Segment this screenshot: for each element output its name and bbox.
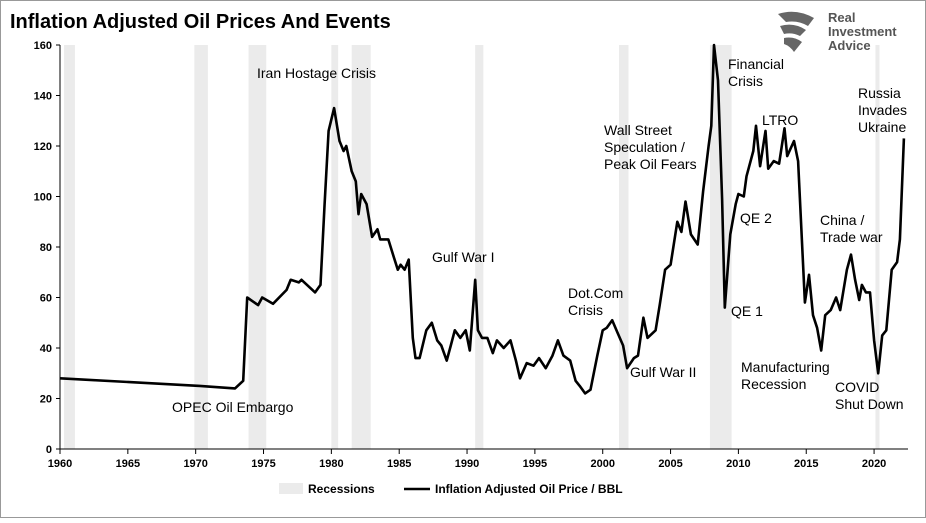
price-line <box>59 43 906 395</box>
logo: Real Investment Advice <box>778 10 897 53</box>
annotation: Financial <box>728 56 784 72</box>
annotation: Trade war <box>820 229 883 245</box>
y-tick-label: 100 <box>34 192 52 204</box>
y-tick-label: 140 <box>34 91 52 103</box>
annotation: QE 1 <box>731 303 763 319</box>
recession-band <box>64 45 75 449</box>
recession-band <box>248 45 267 449</box>
y-tick-label: 40 <box>40 343 52 355</box>
x-tick-label: 1995 <box>523 458 547 470</box>
y-tick-label: 160 <box>34 40 52 52</box>
logo-text: Advice <box>828 38 871 53</box>
annotation: QE 2 <box>740 210 772 226</box>
annotation: Recession <box>741 376 806 392</box>
annotation: Ukraine <box>858 119 906 135</box>
logo-icon <box>778 11 814 52</box>
annotation: Speculation / <box>604 139 685 155</box>
annotation: OPEC Oil Embargo <box>172 399 294 415</box>
x-tick-label: 1990 <box>455 458 479 470</box>
chart-title: Inflation Adjusted Oil Prices And Events <box>10 11 391 33</box>
annotation: Gulf War II <box>630 364 696 380</box>
x-tick-label: 1980 <box>319 458 343 470</box>
annotation: Russia <box>858 85 901 101</box>
y-tick-label: 120 <box>34 141 52 153</box>
annotation: COVID <box>835 379 879 395</box>
recession-band <box>194 45 208 449</box>
y-tick-label: 20 <box>40 394 52 406</box>
legend-swatch <box>279 483 303 494</box>
logo-text: Real <box>828 10 855 25</box>
annotation: Wall Street <box>604 122 672 138</box>
recession-band <box>709 45 732 449</box>
x-tick-label: 2015 <box>794 458 818 470</box>
y-tick-label: 80 <box>40 242 52 254</box>
annotation: LTRO <box>762 112 798 128</box>
recession-band <box>875 45 880 449</box>
annotation: Peak Oil Fears <box>604 156 697 172</box>
annotation: Manufacturing <box>741 359 830 375</box>
x-tick-label: 1965 <box>116 458 140 470</box>
legend-label: Inflation Adjusted Oil Price / BBL <box>435 482 623 496</box>
y-tick-label: 0 <box>46 444 52 456</box>
x-tick-label: 1970 <box>183 458 207 470</box>
x-tick-label: 1975 <box>251 458 275 470</box>
annotation: Shut Down <box>835 396 903 412</box>
x-tick-label: 2020 <box>862 458 886 470</box>
x-tick-label: 2010 <box>726 458 750 470</box>
x-tick-label: 2000 <box>590 458 614 470</box>
x-tick-label: 1960 <box>48 458 72 470</box>
annotation: Gulf War I <box>432 249 495 265</box>
annotation: Crisis <box>568 302 603 318</box>
annotation: Iran Hostage Crisis <box>257 65 376 81</box>
x-tick-label: 1985 <box>387 458 411 470</box>
logo-text: Investment <box>828 24 897 39</box>
recession-band <box>475 45 484 449</box>
y-tick-label: 60 <box>40 293 52 305</box>
legend-label: Recessions <box>308 482 375 496</box>
x-tick-label: 2005 <box>658 458 682 470</box>
recession-band <box>619 45 629 449</box>
annotation: Crisis <box>728 73 763 89</box>
annotation: China / <box>820 212 864 228</box>
annotation: Dot.Com <box>568 285 623 301</box>
annotation: Invades <box>858 102 907 118</box>
recession-band <box>331 45 339 449</box>
recession-band <box>351 45 371 449</box>
